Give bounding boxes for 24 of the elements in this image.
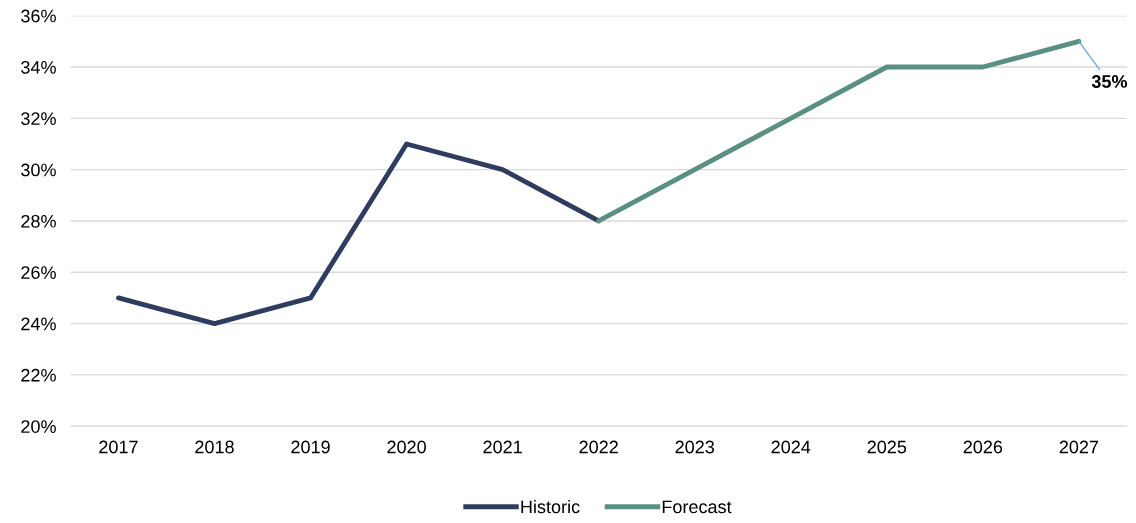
x-tick-label: 2026: [963, 440, 1003, 454]
y-tick-label: 28%: [21, 214, 56, 228]
x-tick-label: 2023: [675, 440, 715, 454]
y-tick-label: 32%: [21, 112, 56, 126]
x-tick-label: 2019: [291, 440, 330, 454]
x-tick-label: 2021: [483, 440, 522, 454]
x-tick-label: 2020: [387, 440, 426, 454]
legend-label: Historic: [521, 499, 580, 514]
line-series: [596, 38, 1082, 224]
y-tick-label: 30%: [21, 163, 56, 177]
y-tick-label: 22%: [21, 368, 56, 382]
x-tick-label: 2027: [1059, 440, 1099, 454]
y-tick-label: 36%: [21, 9, 56, 23]
data-label: 35%: [1091, 75, 1128, 88]
x-tick-label: 2018: [195, 440, 234, 454]
y-tick-label: 26%: [21, 266, 56, 280]
x-tick-label: 2022: [579, 440, 618, 454]
y-tick-label: 34%: [21, 60, 56, 74]
x-tick-label: 2025: [867, 440, 907, 454]
x-tick-label: 2024: [771, 440, 811, 454]
y-tick-label: 20%: [21, 420, 56, 433]
y-tick-label: 24%: [21, 317, 56, 331]
legend-label: Forecast: [662, 500, 732, 514]
x-tick-label: 2017: [99, 440, 138, 454]
